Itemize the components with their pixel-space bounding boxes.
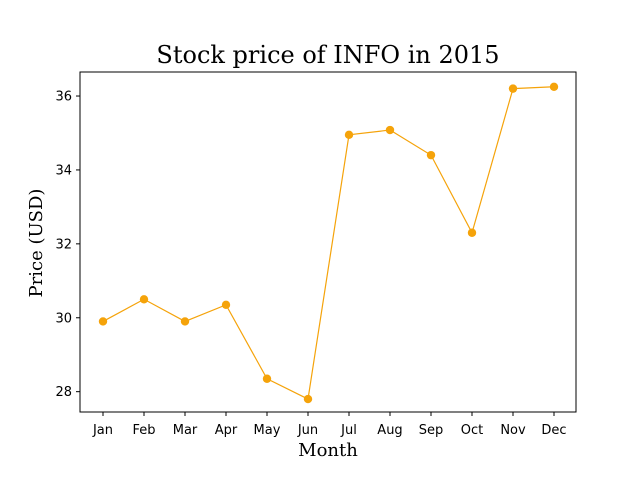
x-tick-label: Dec xyxy=(541,423,566,438)
x-tick-label: Sep xyxy=(419,423,444,438)
data-point xyxy=(549,82,559,91)
x-tick-label: Apr xyxy=(215,423,238,438)
x-tick-label: Mar xyxy=(173,423,198,438)
y-axis-label: Price (USD) xyxy=(26,189,47,298)
data-point xyxy=(385,125,395,135)
x-tick-label: Feb xyxy=(132,423,155,438)
data-point xyxy=(508,84,518,93)
x-axis-label: Month xyxy=(298,440,358,461)
data-point xyxy=(303,394,313,404)
x-tick-label: May xyxy=(254,423,281,438)
plot-frame xyxy=(79,71,577,413)
x-tick-label: Jul xyxy=(340,423,357,438)
data-point xyxy=(344,130,354,140)
chart-title: Stock price of INFO in 2015 xyxy=(156,41,499,69)
x-tick-label: Nov xyxy=(500,423,526,438)
data-point xyxy=(262,374,272,383)
x-tick-label: Jun xyxy=(297,423,318,438)
data-point xyxy=(467,228,477,237)
data-point xyxy=(139,295,149,304)
series-line xyxy=(102,86,555,400)
data-point xyxy=(426,150,436,160)
x-tick-label: Jan xyxy=(92,423,113,438)
data-point xyxy=(221,300,231,310)
y-tick-label: 28 xyxy=(55,385,72,400)
y-tick-label: 32 xyxy=(55,237,72,252)
y-tick-label: 34 xyxy=(55,163,72,178)
y-tick-label: 30 xyxy=(55,311,72,326)
y-tick-label: 36 xyxy=(55,90,72,105)
data-point xyxy=(180,317,190,326)
x-tick-label: Oct xyxy=(461,423,483,438)
x-tick-label: Aug xyxy=(377,423,402,438)
plot-area: Jan Feb Mar Apr May Jun Jul Aug Sep Oct Nov Dec 28 30… xyxy=(55,71,577,438)
data-point xyxy=(98,317,108,326)
